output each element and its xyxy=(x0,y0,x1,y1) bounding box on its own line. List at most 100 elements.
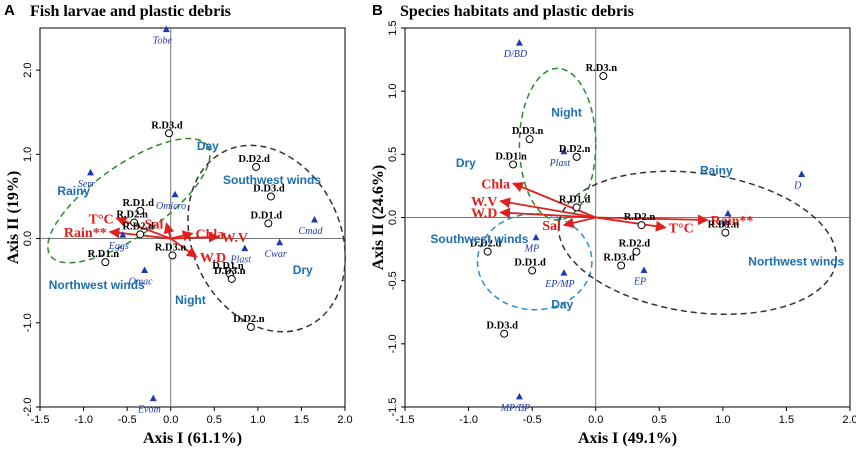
panel-a-site-marker xyxy=(136,230,145,239)
panel-a-ytick-label: 2.0 xyxy=(22,62,34,77)
panel-b-site-marker xyxy=(500,329,509,338)
panel-b-site-label: R.D3.d xyxy=(603,253,635,264)
panel-b-site-marker xyxy=(632,247,641,256)
panel-b-vector-label-w-v: W.V xyxy=(471,195,497,210)
panel-a-species-label: Omicro xyxy=(156,201,186,212)
panel-a-site-label: R.D1.n xyxy=(88,249,120,260)
panel-b-letter: B xyxy=(372,2,383,19)
panel-a-site-marker xyxy=(136,206,145,215)
panel-a-species-marker xyxy=(171,190,179,198)
panel-a-species-marker xyxy=(276,238,284,246)
panel-a-species-marker xyxy=(241,244,249,252)
panel-a-site-marker xyxy=(164,129,173,138)
panel-b-site-label: D.D1.n xyxy=(495,151,527,162)
panel-b-site-marker xyxy=(599,72,608,81)
panel-a-site-label: D.D3.n xyxy=(214,266,246,277)
panel-a-site-marker xyxy=(101,258,110,267)
panel-b-species-marker xyxy=(640,266,648,274)
panel-b-species-marker xyxy=(515,39,523,46)
panel-a-ytick-label: -2.0 xyxy=(22,398,34,417)
panel-b-species-label: R xyxy=(720,220,727,231)
panel-a-species-marker xyxy=(141,266,149,274)
panel-b-ellipse-blue xyxy=(476,212,593,311)
panel-a-xtick-label: 1.5 xyxy=(294,414,309,426)
panel-a-vector-label-sal: Sal xyxy=(145,217,164,232)
panel-a-vector-w-v xyxy=(170,231,220,243)
panel-b-xtick-label: 0.0 xyxy=(588,414,603,426)
panel-a-condition-day: Day xyxy=(197,139,219,153)
panel-b-site-marker xyxy=(528,266,537,275)
panel-b-species-marker xyxy=(798,170,806,178)
panel-a-frame xyxy=(39,27,346,408)
panel-b-site-label: R.D2.n xyxy=(624,212,656,223)
panel-a-site-label: R.D2.n xyxy=(116,210,148,221)
panel-b-condition-rainy: Rainy xyxy=(700,164,733,178)
panel-b-site-label: R.D1.d xyxy=(559,194,591,205)
panel-b-species-marker xyxy=(532,233,540,241)
panel-a-site-label: R.D2.d xyxy=(122,221,154,232)
panel-a-xtick-label: 1.0 xyxy=(250,414,265,426)
panel-b-vector-label-sal: Sal xyxy=(542,219,561,234)
panel-b-site-marker xyxy=(637,221,646,230)
panel-a-letter: A xyxy=(4,2,15,19)
panel-a-condition-northwest-winds: Northwest winds xyxy=(49,278,145,292)
panel-b-ellipse-black xyxy=(557,170,838,316)
panel-a-species-label: Eggs xyxy=(108,241,129,252)
panel-b-site-marker xyxy=(509,160,518,169)
panel-a-site-label: D.D3.d xyxy=(253,183,285,194)
panel-b-vector-label-t-c: T°C xyxy=(669,222,694,237)
panel-b-condition-night: Night xyxy=(551,105,582,119)
panel-a-ellipse-green xyxy=(47,137,211,264)
panel-a-xtick-label: 0.0 xyxy=(163,414,178,426)
panel-b-site-marker xyxy=(617,261,626,270)
panel-a-xlabel: Axis I (61.1%) xyxy=(143,430,242,447)
panel-a-ytick-label: 0.0 xyxy=(22,231,34,246)
panel-b-vector-sal xyxy=(562,216,596,229)
panel-b-ytick-label: 0.0 xyxy=(387,210,399,225)
panel-a-plot: -1.5 -1.0 -0.5 0.0 0.5 1.0 1.5 2.0 -2.0 -1.0 0.0 1.… xyxy=(5,25,353,447)
panel-b-ytick-label: 1.5 xyxy=(387,20,399,35)
panel-b-species-label: EP/MP xyxy=(544,279,574,290)
panel-b-vector-label-rain: Rain** xyxy=(711,214,754,229)
panel-b-site-marker xyxy=(525,135,534,144)
panel-b-vector-rain xyxy=(595,214,709,226)
panel-b-species-marker xyxy=(724,209,732,217)
panel-b-site-label: R.D2.d xyxy=(619,239,651,250)
panel-b-vector-chla xyxy=(512,182,597,219)
panel-b-vector-t-c xyxy=(595,216,667,232)
panel-b-xlabel: Axis I (49.1%) xyxy=(578,430,677,447)
panel-b-species-label: D/BD xyxy=(503,49,528,60)
panel-b-vector-w-d xyxy=(499,207,596,219)
panel-b-condition-day: Day xyxy=(551,297,573,311)
panel-a-site-marker xyxy=(168,251,177,260)
panel-b-ellipse-green xyxy=(518,67,597,221)
panel-b-site-label: D.D2.d xyxy=(470,239,502,250)
panel-a-condition-rainy: Rainy xyxy=(57,184,90,198)
panel-a-condition-dry: Dry xyxy=(293,263,313,277)
panel-b-xtick-label: -0.5 xyxy=(523,414,542,426)
panel-b-species-label: D xyxy=(793,181,802,192)
panel-b-xtick-label: 2.0 xyxy=(842,414,856,426)
panel-a-site-label: R.D3.n xyxy=(155,242,187,253)
panel-a-site-marker xyxy=(130,218,139,227)
panel-a-vector-w-d xyxy=(170,237,198,258)
panel-a-xtick-label: 2.0 xyxy=(337,414,352,426)
panel-a-xtick-label: 0.5 xyxy=(207,414,222,426)
panel-b-species-label: MP/BP xyxy=(500,403,530,414)
panel-b-title: Species habitats and plastic debris xyxy=(400,3,634,20)
panel-b-xtick-label: 1.5 xyxy=(779,414,794,426)
panel-b-species-label: Plast xyxy=(549,158,571,169)
panel-a-species-label: Tobe xyxy=(153,36,173,47)
panel-b-site-marker xyxy=(572,203,581,212)
panel-a-site-marker xyxy=(227,274,236,283)
panel-a-vector-label-w-d: W.D xyxy=(200,251,226,266)
panel-b-condition-dry: Dry xyxy=(456,156,476,170)
panel-b-site-marker xyxy=(721,228,730,237)
panel-b-site-label: R.D1.n xyxy=(708,220,740,231)
panel-a-species-marker xyxy=(149,394,157,402)
panel-b-condition-northwest-winds: Northwest winds xyxy=(748,255,844,269)
panel-b-site-marker xyxy=(572,152,581,161)
panel-a-condition-night: Night xyxy=(175,293,206,307)
panel-a-vector-label-chla: Chla xyxy=(196,228,225,243)
panel-b-condition-southwest-winds: Southwest winds xyxy=(430,232,528,246)
